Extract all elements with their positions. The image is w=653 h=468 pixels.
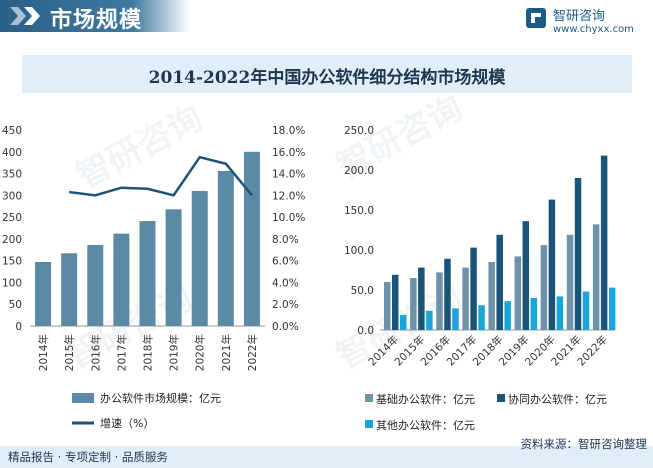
bar-basic — [410, 278, 417, 330]
footer: 精品报告 · 专项定制 · 品质服务 资料来源：智研咨询整理 — [0, 437, 653, 468]
bar-basic — [592, 224, 600, 330]
y-tick-label: 50.0 — [351, 285, 374, 297]
bar-basic — [436, 272, 443, 330]
x-tick-label: 2014年 — [37, 334, 50, 371]
y-left-tick-label: 350 — [2, 169, 22, 181]
legend-label-basic: 基础办公软件：亿元 — [376, 392, 475, 406]
y-right-tick-label: 12.0% — [272, 190, 305, 202]
bar-other — [530, 298, 538, 330]
bar-basic — [540, 245, 548, 330]
y-tick-label: 200.0 — [344, 165, 374, 177]
bar-collab — [418, 267, 425, 330]
legend-label-market-size: 办公软件市场规模：亿元 — [100, 391, 221, 405]
y-left-tick-label: 300 — [2, 190, 22, 202]
bar-market-size — [61, 253, 78, 326]
y-right-tick-label: 4.0% — [272, 277, 299, 289]
legend-label-collab: 协同办公软件：亿元 — [508, 392, 607, 406]
footer-slogan: 精品报告 · 专项定制 · 品质服务 — [8, 450, 168, 464]
x-tick-label: 2022年 — [246, 334, 259, 371]
legend-swatch-collab — [497, 394, 505, 402]
legend-swatch-other — [365, 420, 373, 428]
bar-other — [608, 287, 616, 330]
x-tick-label: 2015年 — [63, 334, 76, 371]
y-left-tick-label: 450 — [2, 125, 22, 137]
x-tick-label: 2020年 — [194, 334, 207, 371]
bar-market-size — [217, 170, 234, 326]
bar-collab — [496, 234, 503, 330]
bar-collab — [600, 155, 608, 330]
x-tick-label: 2019年 — [168, 334, 181, 371]
bar-collab — [548, 199, 556, 330]
y-right-tick-label: 10.0% — [272, 212, 305, 224]
legend-swatch-market-size — [72, 393, 94, 403]
y-left-tick-label: 0 — [15, 321, 22, 333]
bar-collab — [522, 221, 530, 330]
bar-collab — [392, 274, 399, 330]
bar-collab — [470, 247, 477, 330]
y-left-tick-label: 150 — [2, 256, 22, 268]
bar-basic — [566, 234, 574, 330]
y-right-tick-label: 6.0% — [272, 256, 299, 268]
bar-other — [452, 308, 459, 330]
y-right-tick-label: 14.0% — [272, 169, 305, 181]
bar-market-size — [139, 221, 156, 326]
bar-other — [556, 296, 564, 330]
x-tick-label: 2021年 — [220, 334, 233, 371]
x-tick-label: 2016年 — [89, 334, 102, 371]
y-tick-label: 0.0 — [357, 325, 374, 337]
x-tick-label: 2017年 — [115, 334, 128, 371]
bar-market-size — [35, 261, 52, 326]
chart-title: 2014-2022年中国办公软件细分结构市场规模 — [148, 68, 506, 88]
bar-market-size — [87, 244, 104, 326]
y-left-tick-label: 100 — [2, 277, 22, 289]
bar-market-size — [165, 209, 182, 326]
y-tick-label: 150.0 — [344, 205, 374, 217]
header-band — [0, 0, 190, 32]
data-source: 资料来源：智研咨询整理 — [520, 437, 648, 451]
header: 市场规模 智研咨询 www.chyxx.com — [0, 0, 653, 36]
bar-market-size — [243, 151, 260, 326]
x-tick-label: 2018年 — [142, 334, 155, 371]
brand-url: www.chyxx.com — [553, 24, 634, 35]
y-left-tick-label: 200 — [2, 234, 22, 246]
bar-market-size — [113, 233, 130, 326]
y-left-tick-label: 250 — [2, 212, 22, 224]
brand-name: 智研咨询 — [553, 9, 606, 24]
legend-swatch-basic — [365, 394, 373, 402]
bar-other — [426, 310, 433, 330]
segment-chart: 0.050.0100.0150.0200.0250.02014年2015年201… — [344, 125, 616, 432]
y-left-tick-label: 400 — [2, 147, 22, 159]
legend-label-other: 其他办公软件：亿元 — [376, 418, 475, 432]
y-right-tick-label: 16.0% — [272, 147, 305, 159]
bar-basic — [462, 267, 469, 330]
legend-label-growth: 增速（%） — [100, 416, 154, 430]
brand-logo-icon — [526, 8, 546, 28]
line-growth-rate — [69, 155, 253, 197]
y-right-tick-label: 0.0% — [272, 321, 299, 333]
bar-other — [478, 305, 485, 330]
market-size-chart: 0 50 100 150 200 250 300 350 400 450 0.0% 2.0% 4.0% 6… — [2, 125, 305, 430]
header-title: 市场规模 — [50, 8, 143, 33]
chart-title-box: 2014-2022年中国办公软件细分结构市场规模 — [22, 55, 632, 93]
bar-other — [582, 291, 590, 330]
y-right-tick-label: 8.0% — [272, 234, 299, 246]
y-right-tick-label: 18.0% — [272, 125, 305, 137]
chevron-right-icon — [10, 7, 40, 25]
bar-collab — [444, 258, 451, 330]
bar-market-size — [191, 190, 208, 326]
bar-other — [504, 301, 511, 330]
bar-basic — [514, 256, 522, 330]
bar-basic — [384, 282, 391, 330]
brand: 智研咨询 www.chyxx.com — [525, 5, 635, 37]
y-tick-label: 250.0 — [344, 125, 374, 137]
bar-other — [400, 314, 407, 330]
y-tick-label: 100.0 — [344, 245, 374, 257]
y-right-tick-label: 2.0% — [272, 299, 299, 311]
bar-collab — [574, 178, 582, 330]
y-left-tick-label: 50 — [9, 299, 22, 311]
bar-basic — [488, 262, 495, 330]
